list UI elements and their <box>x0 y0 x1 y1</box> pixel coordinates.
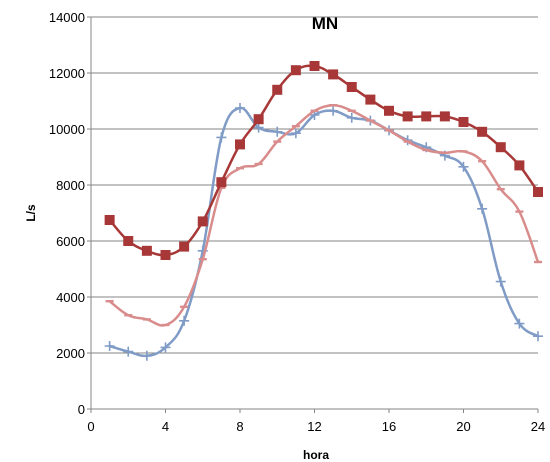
data-point-square <box>197 216 208 227</box>
y-tick-label: 6000 <box>56 234 85 249</box>
data-point-plus <box>477 203 488 214</box>
data-point-plus <box>290 128 301 139</box>
data-point-plus <box>123 346 134 357</box>
data-point-square <box>104 215 115 225</box>
x-tick-label: 0 <box>87 419 94 434</box>
data-point-square <box>328 69 339 80</box>
data-point-square <box>514 160 525 171</box>
data-point-square <box>141 245 152 256</box>
series-2 <box>105 103 542 327</box>
series-2-line <box>108 103 540 327</box>
data-point-square <box>402 111 413 122</box>
data-point-plus <box>235 103 245 113</box>
series-3 <box>104 103 543 361</box>
series-layer <box>104 61 543 361</box>
data-point-plus <box>514 318 525 329</box>
data-point-square <box>235 139 245 150</box>
y-tick-label: 14000 <box>49 10 85 25</box>
data-point-square <box>439 111 450 122</box>
data-point-square <box>346 82 357 92</box>
data-point-square <box>216 177 227 188</box>
data-point-square <box>179 241 190 252</box>
data-point-square <box>477 126 488 137</box>
gridlines <box>91 16 538 354</box>
y-tick-label: 0 <box>78 402 85 417</box>
x-tick-label: 16 <box>382 419 396 434</box>
data-point-plus <box>495 276 506 287</box>
y-tick-label: 2000 <box>56 346 85 361</box>
y-tick-label: 12000 <box>49 66 85 81</box>
data-point-plus <box>458 161 469 172</box>
data-point-square <box>421 111 432 122</box>
data-point-square <box>253 114 264 125</box>
chart-title: MN <box>312 14 338 33</box>
y-tick-label: 4000 <box>56 290 85 305</box>
data-point-square <box>309 61 320 71</box>
x-tick-label: 8 <box>236 419 243 434</box>
data-point-plus <box>160 342 171 353</box>
data-point-square <box>365 94 376 105</box>
y-tick-label: 10000 <box>49 122 85 137</box>
series-1 <box>104 61 543 260</box>
data-point-plus <box>179 315 190 326</box>
x-tick-label: 20 <box>456 419 470 434</box>
data-point-plus <box>104 341 115 351</box>
axes: 0 2000 4000 6000 8000 10000 12000 14000 0 4 8 12 16 2… <box>49 10 545 434</box>
x-tick-label: 24 <box>531 419 545 434</box>
data-point-square <box>533 187 543 197</box>
data-point-plus <box>141 350 152 361</box>
data-point-plus <box>272 126 283 137</box>
data-point-square <box>272 84 283 95</box>
data-point-plus <box>253 122 264 133</box>
data-point-square <box>458 117 469 127</box>
data-point-square <box>160 250 171 260</box>
x-tick-label: 12 <box>307 419 321 434</box>
data-point-plus <box>328 105 339 116</box>
x-axis-title: hora <box>303 448 329 462</box>
y-axis-title: L/s <box>24 204 38 222</box>
data-point-square <box>123 236 134 246</box>
data-point-square <box>384 105 394 116</box>
data-point-plus <box>533 331 543 342</box>
x-tick-label: 4 <box>162 419 169 434</box>
data-point-square <box>290 65 301 76</box>
series-1-line <box>108 64 540 257</box>
y-tick-label: 8000 <box>56 178 85 193</box>
data-point-square <box>495 142 506 153</box>
data-point-plus <box>346 112 357 123</box>
data-point-plus <box>216 132 227 143</box>
